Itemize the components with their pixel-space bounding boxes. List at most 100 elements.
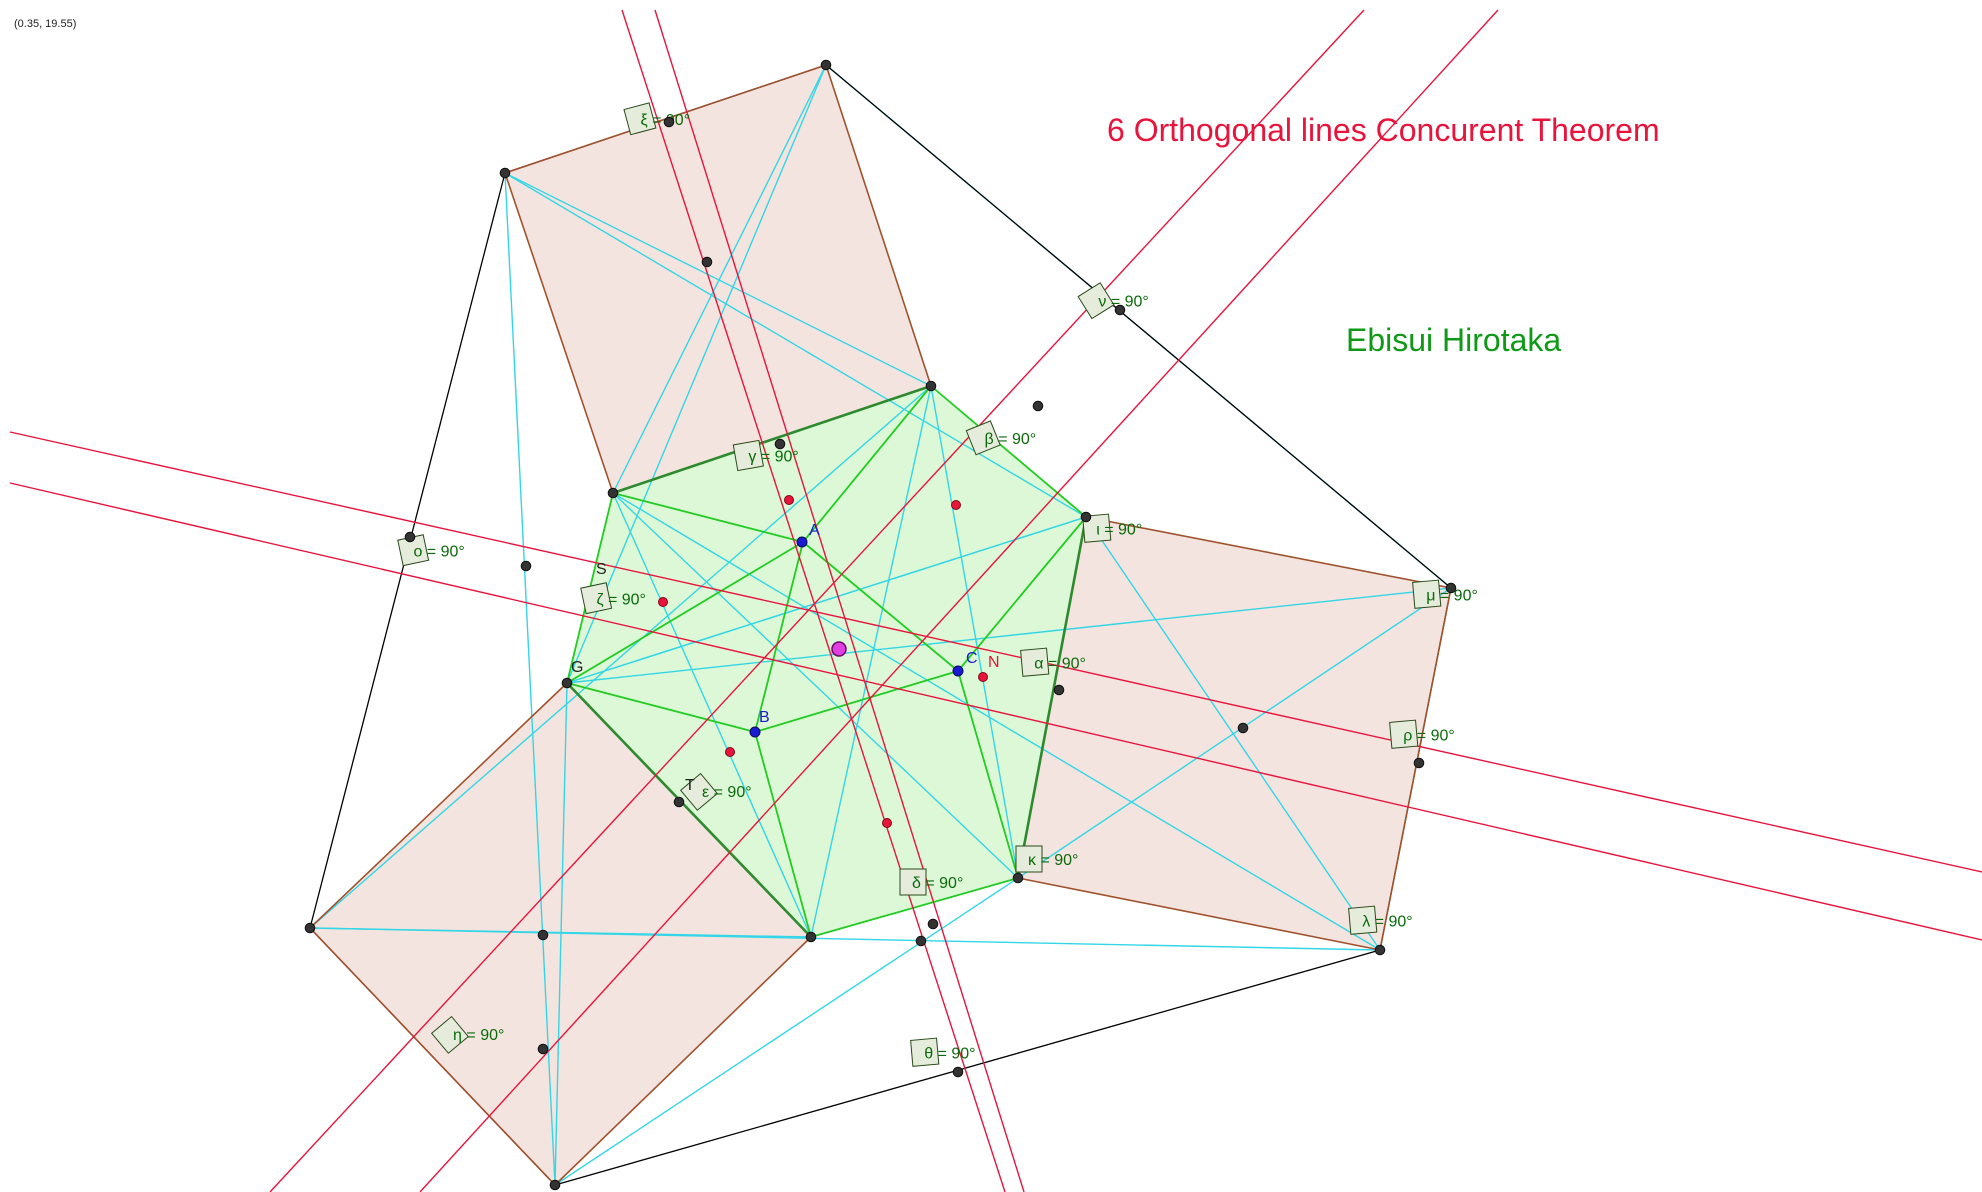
point[interactable] bbox=[1413, 757, 1425, 769]
point[interactable] bbox=[663, 116, 675, 128]
point-label-C: C bbox=[966, 650, 978, 667]
right-angle-box bbox=[1348, 905, 1378, 935]
inner-edge bbox=[957, 516, 1087, 672]
point-red[interactable] bbox=[658, 597, 668, 607]
inner-edge bbox=[802, 385, 932, 543]
right-angle-marker: ι = 90° bbox=[1082, 513, 1142, 543]
point[interactable] bbox=[915, 935, 927, 947]
construction-line bbox=[930, 385, 1019, 879]
point[interactable] bbox=[925, 380, 937, 392]
inner-edge bbox=[754, 731, 812, 938]
point[interactable] bbox=[499, 167, 511, 179]
inner-edge bbox=[810, 877, 1019, 938]
point[interactable] bbox=[404, 531, 416, 543]
construction-line bbox=[566, 64, 827, 684]
right-angle-marker: ν = 90° bbox=[1077, 282, 1149, 320]
square-edge bbox=[825, 64, 932, 387]
construction-line bbox=[309, 927, 1381, 951]
right-angle-box bbox=[580, 582, 613, 615]
point-red[interactable] bbox=[978, 672, 988, 682]
point[interactable] bbox=[1445, 582, 1457, 594]
inner-edge bbox=[566, 682, 756, 733]
right-angle-marker: α = 90° bbox=[1020, 647, 1086, 677]
outer-hexagon-edge bbox=[554, 949, 1381, 1186]
construction-line bbox=[554, 682, 568, 1186]
point[interactable] bbox=[1080, 511, 1092, 523]
inner-edge bbox=[930, 385, 1087, 518]
point-blue[interactable] bbox=[952, 665, 964, 677]
point[interactable] bbox=[1374, 944, 1386, 956]
right-angle-box bbox=[623, 102, 657, 136]
angle-label-gamma: γ = 90° bbox=[748, 449, 798, 466]
right-angle-marker: ε = 90° bbox=[679, 772, 752, 811]
point-red[interactable] bbox=[725, 747, 735, 757]
angle-label-kappa: κ = 90° bbox=[1028, 852, 1078, 869]
right-angle-box bbox=[899, 868, 927, 896]
theorem-title: 6 Orthogonal lines Concurent Theorem bbox=[1107, 112, 1660, 148]
concurrency-point[interactable] bbox=[831, 641, 847, 657]
point[interactable] bbox=[537, 929, 549, 941]
right-angle-marker: θ = 90° bbox=[910, 1037, 976, 1067]
construction-line bbox=[554, 877, 1019, 1186]
inner-edge bbox=[754, 670, 959, 733]
right-angle-box bbox=[965, 420, 1001, 456]
orthogonal-line bbox=[9, 431, 1982, 873]
point[interactable] bbox=[673, 796, 685, 808]
point-blue[interactable] bbox=[749, 726, 761, 738]
inner-edge bbox=[802, 541, 959, 672]
point[interactable] bbox=[820, 59, 832, 71]
angle-label-alpha: α = 90° bbox=[1034, 655, 1086, 672]
angle-label-delta: δ = 90° bbox=[912, 875, 963, 892]
triangle-edge bbox=[1016, 516, 1088, 879]
point[interactable] bbox=[701, 256, 713, 268]
point[interactable] bbox=[774, 438, 786, 450]
inner-square-fill bbox=[567, 542, 958, 732]
point-blue[interactable] bbox=[796, 536, 808, 548]
point[interactable] bbox=[1053, 684, 1065, 696]
point-label-G: G bbox=[571, 659, 583, 676]
point[interactable] bbox=[1032, 400, 1044, 412]
right-angle-box bbox=[1077, 282, 1115, 320]
right-angle-marker: β = 90° bbox=[965, 420, 1037, 456]
point-red[interactable] bbox=[951, 500, 961, 510]
orthogonal-line bbox=[419, 9, 1499, 1192]
point[interactable] bbox=[1114, 304, 1126, 316]
triangle-edge bbox=[612, 384, 932, 495]
right-angle-box bbox=[430, 1015, 469, 1054]
point[interactable] bbox=[561, 677, 573, 689]
angle-label-beta: β = 90° bbox=[985, 431, 1037, 448]
angle-label-lambda: λ = 90° bbox=[1362, 913, 1412, 930]
point[interactable] bbox=[927, 918, 939, 930]
outer-hexagon-edge bbox=[825, 64, 1452, 589]
point[interactable] bbox=[805, 931, 817, 943]
point-red[interactable] bbox=[784, 495, 794, 505]
coordinate-readout: (0.35, 19.55) bbox=[14, 18, 77, 30]
point-red[interactable] bbox=[882, 818, 892, 828]
point[interactable] bbox=[1012, 872, 1024, 884]
square-edge bbox=[1379, 587, 1452, 951]
inner-edge bbox=[612, 492, 804, 543]
orthogonal-line bbox=[9, 482, 1982, 941]
right-angle-marker: μ = 90° bbox=[1412, 579, 1478, 609]
point[interactable] bbox=[549, 1179, 561, 1191]
construction-line bbox=[612, 492, 1019, 879]
right-angle-box bbox=[732, 439, 764, 472]
right-angle-box bbox=[1015, 845, 1043, 873]
point-label-S: S bbox=[596, 561, 607, 578]
point[interactable] bbox=[304, 922, 316, 934]
inner-square-fill bbox=[755, 671, 1018, 937]
point[interactable] bbox=[952, 1066, 964, 1078]
square-edge bbox=[1085, 516, 1452, 589]
point[interactable] bbox=[537, 1043, 549, 1055]
right-angle-box bbox=[910, 1037, 940, 1067]
point[interactable] bbox=[520, 560, 532, 572]
construction-line bbox=[504, 172, 1087, 518]
construction-line bbox=[504, 172, 932, 387]
point[interactable] bbox=[1237, 722, 1249, 734]
author-name: Ebisui Hirotaka bbox=[1346, 322, 1562, 358]
construction-line bbox=[566, 516, 1087, 684]
point[interactable] bbox=[607, 487, 619, 499]
angle-label-omicron: ο = 90° bbox=[413, 543, 464, 560]
orthogonal-line bbox=[621, 9, 1006, 1192]
